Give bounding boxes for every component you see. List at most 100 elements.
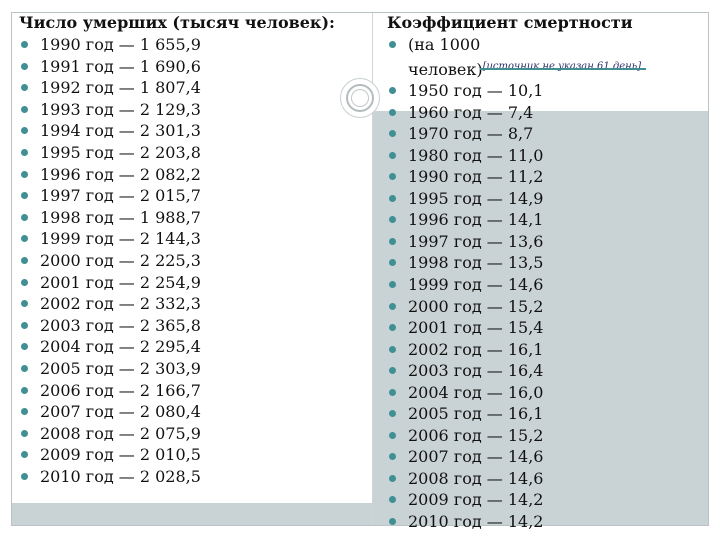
bullet-icon xyxy=(21,408,28,416)
list-item: 2008 год — 14,6 xyxy=(387,468,712,490)
list-item: 2008 год — 2 075,9 xyxy=(19,423,354,445)
bullet-icon xyxy=(389,216,396,224)
list-item-text: 1990 год — 1 655,9 xyxy=(40,35,201,54)
list-item: 2006 год — 15,2 xyxy=(387,425,712,447)
list-item-text: 2010 год — 2 028,5 xyxy=(40,466,201,486)
list-item: 2002 год — 2 332,3 xyxy=(19,293,354,315)
list-item: 2000 год — 2 225,3 xyxy=(19,250,354,272)
list-item-text: 2005 год — 16,1 xyxy=(408,404,544,424)
per-1000-continuation: человек)[источник не указан 61 день] xyxy=(387,56,712,81)
list-item: 2000 год — 15,2 xyxy=(387,296,712,318)
list-item: 1991 год — 1 690,6 xyxy=(19,56,354,78)
mortality-list: (на 1000 xyxy=(387,34,712,56)
bullet-icon xyxy=(389,388,396,396)
list-item-text: 1995 год — 2 203,8 xyxy=(40,142,201,162)
list-item: 1994 год — 2 301,3 xyxy=(19,120,354,142)
citation-underline xyxy=(480,68,646,70)
list-item-text: 1960 год — 7,4 xyxy=(408,102,534,122)
list-item-text: 1994 год — 2 301,3 xyxy=(40,121,201,141)
list-item: 1970 год — 8,7 xyxy=(387,123,712,145)
bullet-icon xyxy=(21,105,28,113)
list-item: 1996 год — 14,1 xyxy=(387,209,712,231)
bullet-icon xyxy=(389,431,396,439)
list-item: 1980 год — 11,0 xyxy=(387,145,712,167)
bullet-icon xyxy=(21,148,28,156)
list-item-text: 2002 год — 16,1 xyxy=(408,339,544,359)
bullet-icon xyxy=(21,451,28,459)
list-item-text: 1990 год — 11,2 xyxy=(408,167,544,187)
list-item: 1996 год — 2 082,2 xyxy=(19,164,354,186)
bullet-icon xyxy=(389,194,396,202)
list-item: 1997 год — 2 015,7 xyxy=(19,185,354,207)
bullet-icon xyxy=(21,170,28,178)
list-item-text: 1996 год — 2 082,2 xyxy=(40,164,201,184)
bullet-icon xyxy=(21,213,28,221)
deaths-list: 1990 год — 1 655,9 1991 год — 1 690,6 1992… xyxy=(19,34,354,487)
list-item: 2009 год — 2 010,5 xyxy=(19,444,354,466)
bullet-icon xyxy=(21,256,28,264)
list-item: 1950 год — 10,1 xyxy=(387,80,712,102)
bullet-icon xyxy=(389,130,396,138)
bullet-icon xyxy=(389,324,396,332)
list-item: 2003 год — 2 365,8 xyxy=(19,315,354,337)
list-item-text: 2004 год — 16,0 xyxy=(408,382,544,402)
list-item: 2010 год — 14,2 xyxy=(387,511,712,533)
list-item: 2009 год — 14,2 xyxy=(387,489,712,511)
bullet-icon xyxy=(389,367,396,375)
list-item-text: 1999 год — 2 144,3 xyxy=(40,229,201,249)
bullet-icon xyxy=(21,62,28,70)
bullet-icon xyxy=(21,321,28,329)
bullet-icon xyxy=(21,364,28,372)
per-people-label: человек) xyxy=(408,59,483,79)
list-item-text: 2005 год — 2 303,9 xyxy=(40,358,201,378)
list-item-text: 2006 год — 2 166,7 xyxy=(40,380,201,400)
list-item: 2007 год — 14,6 xyxy=(387,446,712,468)
list-item-text: 2008 год — 2 075,9 xyxy=(40,423,201,443)
list-item-text: 2009 год — 2 010,5 xyxy=(40,445,201,465)
list-item: 2002 год — 16,1 xyxy=(387,339,712,361)
list-item-text: 2001 год — 15,4 xyxy=(408,318,544,338)
list-item: 1998 год — 1 988,7 xyxy=(19,207,354,229)
list-item-text: 2007 год — 2 080,4 xyxy=(40,402,201,422)
list-item-text: 2004 год — 2 295,4 xyxy=(40,337,201,357)
list-item: 2004 год — 16,0 xyxy=(387,382,712,404)
list-item-text: 1997 год — 2 015,7 xyxy=(40,186,201,206)
bullet-icon xyxy=(21,84,28,92)
list-item: 1999 год — 2 144,3 xyxy=(19,228,354,250)
bullet-icon xyxy=(21,300,28,308)
mortality-heading: Коэффициент смертности xyxy=(387,13,633,32)
list-item-text: 2009 год — 14,2 xyxy=(408,490,544,510)
list-item: 1995 год — 2 203,8 xyxy=(19,142,354,164)
bullet-icon xyxy=(21,386,28,394)
list-item: 1997 год — 13,6 xyxy=(387,231,712,253)
list-item-text: 2000 год — 2 225,3 xyxy=(40,250,201,270)
citation-needed-link[interactable]: [источник не указан 61 день] xyxy=(482,60,642,72)
list-item: 2004 год — 2 295,4 xyxy=(19,336,354,358)
list-item: 2007 год — 2 080,4 xyxy=(19,401,354,423)
list-item-text: 1950 год — 10,1 xyxy=(408,81,544,101)
list-item-text: 1998 год — 1 988,7 xyxy=(40,207,201,227)
bullet-icon xyxy=(389,453,396,461)
bullet-icon xyxy=(389,108,396,116)
list-item-text: 1997 год — 13,6 xyxy=(408,231,544,251)
list-item-text: 2003 год — 2 365,8 xyxy=(40,315,201,335)
bullet-icon xyxy=(21,343,28,351)
bullet-icon xyxy=(21,41,28,48)
bullet-icon xyxy=(389,87,396,95)
bullet-icon xyxy=(21,235,28,243)
list-item-text: 2007 год — 14,6 xyxy=(408,447,544,467)
bullet-icon xyxy=(389,496,396,504)
bullet-icon xyxy=(389,173,396,181)
list-item: 2001 год — 15,4 xyxy=(387,317,712,339)
mortality-years-list: 1950 год — 10,1 1960 год — 7,4 1970 год — … xyxy=(387,80,712,532)
list-item-text: 1992 год — 1 807,4 xyxy=(40,78,201,98)
list-item: 1998 год — 13,5 xyxy=(387,252,712,274)
circle-ornament-icon xyxy=(340,78,380,118)
list-item-text: 1980 год — 11,0 xyxy=(408,145,544,165)
list-item-text: 1995 год — 14,9 xyxy=(408,188,544,208)
bullet-icon xyxy=(389,302,396,310)
left-white-block xyxy=(12,111,373,503)
deaths-column: Число умерших (тысяч человек): 1990 год … xyxy=(19,12,354,487)
list-item-text: 1993 год — 2 129,3 xyxy=(40,99,201,119)
list-item: 1999 год — 14,6 xyxy=(387,274,712,296)
